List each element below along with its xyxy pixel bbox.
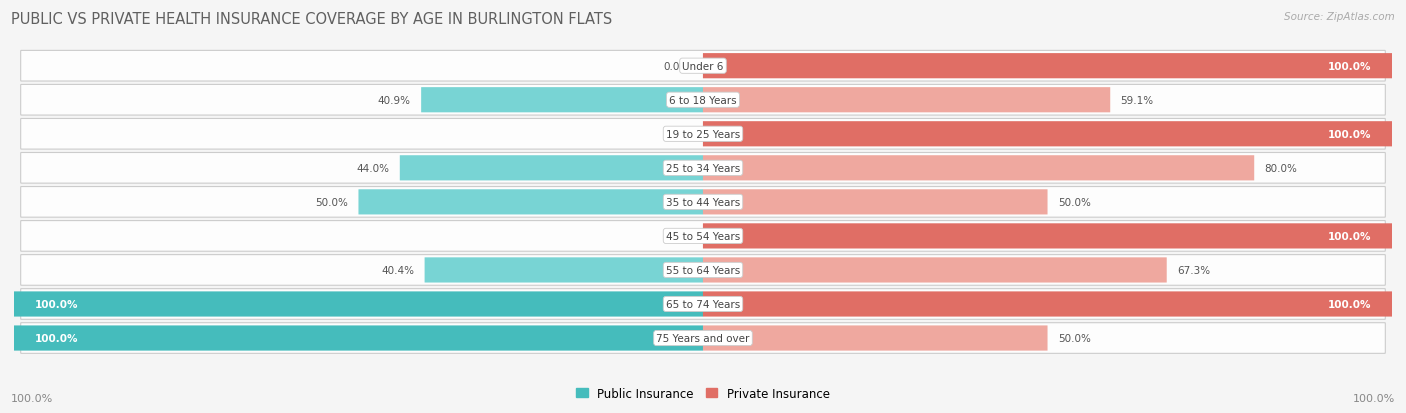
FancyBboxPatch shape [703, 156, 1254, 181]
Text: 59.1%: 59.1% [1121, 95, 1153, 105]
FancyBboxPatch shape [399, 156, 703, 181]
Text: 40.4%: 40.4% [381, 265, 415, 275]
Text: 75 Years and over: 75 Years and over [657, 333, 749, 343]
FancyBboxPatch shape [422, 88, 703, 113]
Text: 100.0%: 100.0% [1327, 129, 1371, 140]
FancyBboxPatch shape [21, 255, 1385, 285]
FancyBboxPatch shape [703, 292, 1392, 317]
Text: 45 to 54 Years: 45 to 54 Years [666, 231, 740, 241]
Text: PUBLIC VS PRIVATE HEALTH INSURANCE COVERAGE BY AGE IN BURLINGTON FLATS: PUBLIC VS PRIVATE HEALTH INSURANCE COVER… [11, 12, 613, 27]
Text: 44.0%: 44.0% [357, 164, 389, 173]
Text: 100.0%: 100.0% [11, 393, 53, 403]
FancyBboxPatch shape [21, 153, 1385, 184]
Text: 100.0%: 100.0% [1327, 231, 1371, 241]
Text: 0.0%: 0.0% [664, 62, 689, 71]
FancyBboxPatch shape [425, 258, 703, 283]
FancyBboxPatch shape [14, 325, 703, 351]
Text: 100.0%: 100.0% [35, 333, 79, 343]
FancyBboxPatch shape [703, 325, 1047, 351]
Text: 6 to 18 Years: 6 to 18 Years [669, 95, 737, 105]
FancyBboxPatch shape [703, 190, 1047, 215]
FancyBboxPatch shape [21, 85, 1385, 116]
FancyBboxPatch shape [21, 187, 1385, 218]
Text: 100.0%: 100.0% [1327, 299, 1371, 309]
Text: 50.0%: 50.0% [315, 197, 349, 207]
FancyBboxPatch shape [21, 323, 1385, 354]
Text: Source: ZipAtlas.com: Source: ZipAtlas.com [1284, 12, 1395, 22]
FancyBboxPatch shape [703, 224, 1392, 249]
Text: 80.0%: 80.0% [1264, 164, 1298, 173]
Text: 19 to 25 Years: 19 to 25 Years [666, 129, 740, 140]
Text: 100.0%: 100.0% [35, 299, 79, 309]
FancyBboxPatch shape [21, 289, 1385, 320]
Text: 50.0%: 50.0% [1057, 197, 1091, 207]
Text: 25 to 34 Years: 25 to 34 Years [666, 164, 740, 173]
Text: 55 to 64 Years: 55 to 64 Years [666, 265, 740, 275]
Text: 67.3%: 67.3% [1177, 265, 1211, 275]
FancyBboxPatch shape [21, 221, 1385, 252]
FancyBboxPatch shape [21, 51, 1385, 82]
FancyBboxPatch shape [703, 122, 1392, 147]
Text: 50.0%: 50.0% [1057, 333, 1091, 343]
FancyBboxPatch shape [703, 88, 1111, 113]
FancyBboxPatch shape [703, 258, 1167, 283]
Text: 40.9%: 40.9% [378, 95, 411, 105]
Legend: Public Insurance, Private Insurance: Public Insurance, Private Insurance [571, 382, 835, 404]
FancyBboxPatch shape [359, 190, 703, 215]
Text: 100.0%: 100.0% [1327, 62, 1371, 71]
Text: 0.0%: 0.0% [664, 231, 689, 241]
FancyBboxPatch shape [21, 119, 1385, 150]
FancyBboxPatch shape [703, 54, 1392, 79]
Text: 0.0%: 0.0% [664, 129, 689, 140]
Text: 65 to 74 Years: 65 to 74 Years [666, 299, 740, 309]
Text: 35 to 44 Years: 35 to 44 Years [666, 197, 740, 207]
Text: 100.0%: 100.0% [1353, 393, 1395, 403]
Text: Under 6: Under 6 [682, 62, 724, 71]
FancyBboxPatch shape [14, 292, 703, 317]
